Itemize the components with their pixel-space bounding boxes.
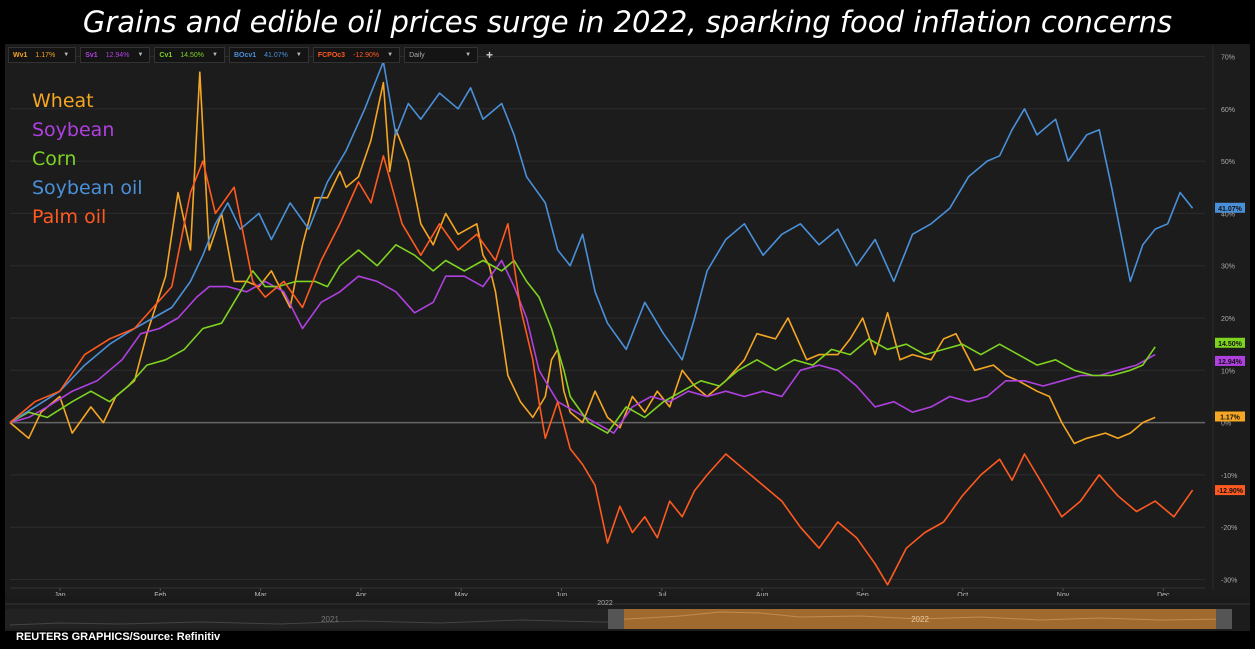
legend-item-corn: Corn xyxy=(32,148,76,170)
x-tick-label: May xyxy=(455,592,469,599)
series-line-soybean xyxy=(9,259,1156,434)
x-tick-label: Oct xyxy=(957,592,968,599)
legend-item-wheat: Wheat xyxy=(32,90,94,112)
series-chip-symbol: BOcv1 xyxy=(233,51,257,59)
legend-item-palm-oil: Palm oil xyxy=(32,206,106,228)
add-series-button[interactable]: + xyxy=(486,48,494,62)
dropdown-arrow-icon[interactable]: ▼ xyxy=(387,52,394,58)
chart-panel xyxy=(5,44,1250,631)
series-chip-wv1[interactable]: Wv1 1.17% ▼ xyxy=(8,47,77,63)
y-tick-label: -30% xyxy=(1221,578,1237,585)
series-chip-value: -12.90% xyxy=(353,51,380,59)
series-toolbar: Wv1 1.17% ▼ Sv1 12.94% ▼ Cv1 14.50% ▼ BOcv1 41.07%… xyxy=(5,44,493,66)
series-line-corn xyxy=(9,244,1156,434)
last-value-label: 12.94% xyxy=(1218,359,1243,366)
series-line-soybean-oil xyxy=(9,60,1194,424)
series-chip-cv1[interactable]: Cv1 14.50% ▼ xyxy=(154,47,225,63)
series-chip-symbol: Wv1 xyxy=(13,51,28,59)
series-line-palm-oil xyxy=(9,155,1194,586)
legend-item-soybean: Soybean xyxy=(32,119,114,141)
last-value-tag xyxy=(1215,337,1245,348)
y-tick-label: 50% xyxy=(1221,159,1235,166)
chart-title: Grains and edible oil prices surge in 20… xyxy=(82,5,1173,39)
last-value-label: 41.07% xyxy=(1218,206,1243,213)
dropdown-arrow-icon[interactable]: ▼ xyxy=(137,52,144,58)
series-chip-value: 1.17% xyxy=(35,51,56,59)
series-chip-value: 12.94% xyxy=(105,51,130,59)
interval-select[interactable]: Daily ▼ xyxy=(404,47,479,63)
last-value-tag xyxy=(1215,202,1245,213)
x-tick-label: Apr xyxy=(355,592,367,599)
y-tick-label: 60% xyxy=(1221,107,1235,114)
source-credit: REUTERS GRAPHICS/Source: Refinitiv xyxy=(16,631,221,643)
interval-label: Daily xyxy=(409,51,425,59)
series-chip-value: 14.50% xyxy=(180,51,204,59)
y-tick-label: 20% xyxy=(1221,316,1235,323)
navigator-left-handle[interactable] xyxy=(608,609,624,629)
dropdown-arrow-icon[interactable]: ▼ xyxy=(63,52,70,58)
y-tick-label: -20% xyxy=(1221,525,1237,532)
series-chip-sv1[interactable]: Sv1 12.94% ▼ xyxy=(80,47,151,63)
x-tick-label: Sep xyxy=(856,592,869,599)
last-value-tag xyxy=(1215,485,1245,496)
x-tick-label: Dec xyxy=(1157,592,1170,599)
series-chip-value: 41.07% xyxy=(264,51,288,59)
series-chip-bocv1[interactable]: BOcv1 41.07% ▼ xyxy=(228,47,309,63)
last-value-label: 14.50% xyxy=(1218,341,1243,348)
last-value-label: -12.90% xyxy=(1217,488,1244,495)
dropdown-arrow-icon[interactable]: ▼ xyxy=(465,52,472,58)
x-tick-label: Jul xyxy=(657,592,666,599)
last-value-tag xyxy=(1215,411,1245,422)
x-tick-label: Jan xyxy=(54,592,65,599)
x-tick-label: Nov xyxy=(1057,592,1070,599)
x-tick-label: Mar xyxy=(255,592,268,599)
series-chip-symbol: Sv1 xyxy=(85,51,98,59)
dropdown-arrow-icon[interactable]: ▼ xyxy=(295,52,302,58)
navigator-year-right: 2022 xyxy=(911,615,929,624)
navigator-year-left: 2021 xyxy=(321,615,339,624)
x-tick-label: Feb xyxy=(154,592,166,599)
x-tick-label: Aug xyxy=(756,592,769,599)
navigator-year-divider: 2022 xyxy=(597,600,613,607)
y-tick-label: 10% xyxy=(1221,368,1235,375)
x-tick-label: Jun xyxy=(556,592,567,599)
navigator-sparkline xyxy=(609,611,1231,621)
y-tick-label: 30% xyxy=(1221,264,1235,271)
y-tick-label: 40% xyxy=(1221,211,1235,218)
series-line-wheat xyxy=(9,71,1156,445)
legend-item-soybean-oil: Soybean oil xyxy=(32,177,143,199)
series-chip-symbol: FCPOc3 xyxy=(317,51,346,59)
scroll-track[interactable] xyxy=(5,596,1250,603)
y-tick-label: 0% xyxy=(1221,421,1231,428)
last-value-label: 1.17% xyxy=(1220,414,1241,421)
last-value-tag xyxy=(1215,355,1245,366)
dropdown-arrow-icon[interactable]: ▼ xyxy=(211,52,218,58)
series-chip-fcpoc3[interactable]: FCPOc3 -12.90% ▼ xyxy=(312,47,401,63)
series-chip-symbol: Cv1 xyxy=(159,51,173,59)
y-tick-label: -10% xyxy=(1221,473,1237,480)
navigator-sparkline xyxy=(9,619,608,626)
navigator-past-range xyxy=(5,609,608,629)
y-tick-label: 70% xyxy=(1221,54,1235,61)
navigator-right-handle[interactable] xyxy=(1216,609,1232,629)
